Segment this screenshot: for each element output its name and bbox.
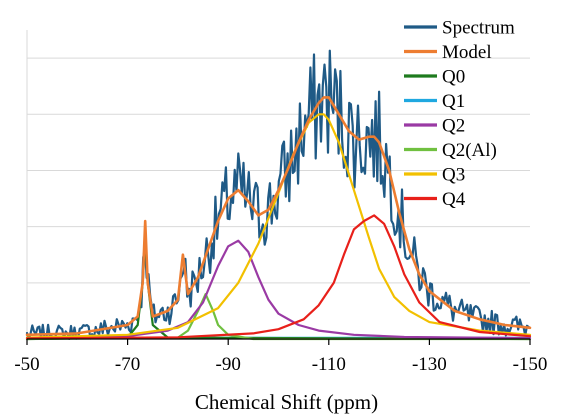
x-tick-label: -110 [312, 354, 346, 375]
x-tick-marks [26, 339, 531, 345]
x-tick-label: -70 [115, 354, 140, 375]
x-tick-label: -150 [513, 354, 548, 375]
legend-label-spectrum: Spectrum [442, 18, 515, 39]
x-tick-labels: -50 -70 -90 -110 -130 -150 [14, 354, 547, 375]
series-line-q3 [25, 113, 532, 339]
legend: Spectrum Model Q0 Q1 Q2 Q2(Al) Q3 Q4 [404, 18, 515, 210]
legend-label-q0: Q0 [442, 67, 465, 88]
gridlines [26, 30, 530, 339]
series-line-q4 [25, 214, 532, 340]
x-axis-title: Chemical Shift (ppm) [195, 390, 378, 414]
series-line-q2 [25, 239, 532, 340]
legend-label-q2: Q2 [442, 116, 465, 137]
series-line-q0 [25, 236, 532, 341]
x-tick-label: -130 [412, 354, 447, 375]
series-line-q2-al [25, 293, 532, 341]
legend-label-model: Model [442, 42, 492, 63]
x-tick-label: -90 [216, 354, 241, 375]
legend-label-q2-al: Q2(Al) [442, 140, 497, 161]
legend-label-q1: Q1 [442, 91, 465, 112]
legend-label-q4: Q4 [442, 189, 466, 210]
legend-label-q3: Q3 [442, 165, 465, 186]
series-line-model [25, 96, 532, 337]
x-tick-label: -50 [14, 354, 39, 375]
x-axis: -50 -70 -90 -110 -130 -150 Chemical Shift (pp… [14, 338, 547, 414]
series-layer [25, 49, 532, 341]
